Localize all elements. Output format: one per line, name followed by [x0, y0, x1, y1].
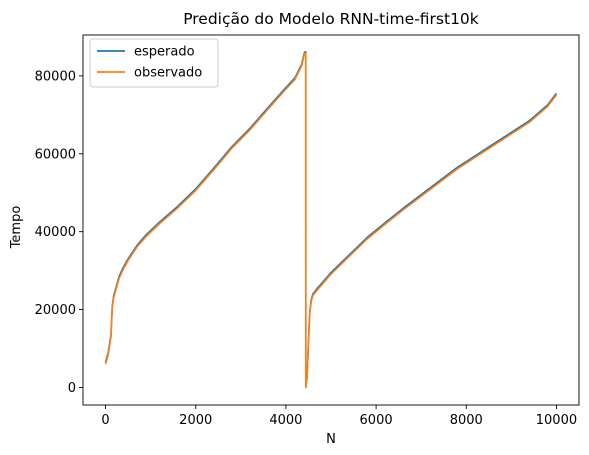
- chart-title: Predição do Modelo RNN-time-first10k: [183, 10, 479, 28]
- x-axis-ticks: 0 2000 4000 6000 8000 10000: [101, 405, 577, 428]
- legend-label-esperado: esperado: [134, 45, 195, 60]
- y-tick-label: 20000: [35, 303, 76, 318]
- x-tick-label: 10000: [536, 413, 577, 428]
- y-axis-label: Tempo: [9, 206, 24, 250]
- y-tick-label: 60000: [35, 147, 76, 162]
- y-tick-label: 0: [68, 381, 76, 396]
- x-tick-label: 2000: [179, 413, 212, 428]
- x-tick-label: 6000: [360, 413, 393, 428]
- x-tick-label: 4000: [269, 413, 302, 428]
- y-axis-ticks: 0 20000 40000 60000 80000: [35, 69, 83, 396]
- y-tick-label: 80000: [35, 69, 76, 84]
- y-tick-label: 40000: [35, 225, 76, 240]
- x-axis-label: N: [326, 432, 336, 447]
- series-line-observado: [104, 52, 558, 389]
- series-line-esperado: [104, 50, 558, 388]
- legend-label-observado: observado: [134, 66, 202, 81]
- x-tick-label: 8000: [450, 413, 483, 428]
- x-tick-label: 0: [101, 413, 109, 428]
- legend: esperado observado: [89, 38, 219, 88]
- plot-area: [82, 34, 580, 406]
- axes-frame: [82, 34, 580, 406]
